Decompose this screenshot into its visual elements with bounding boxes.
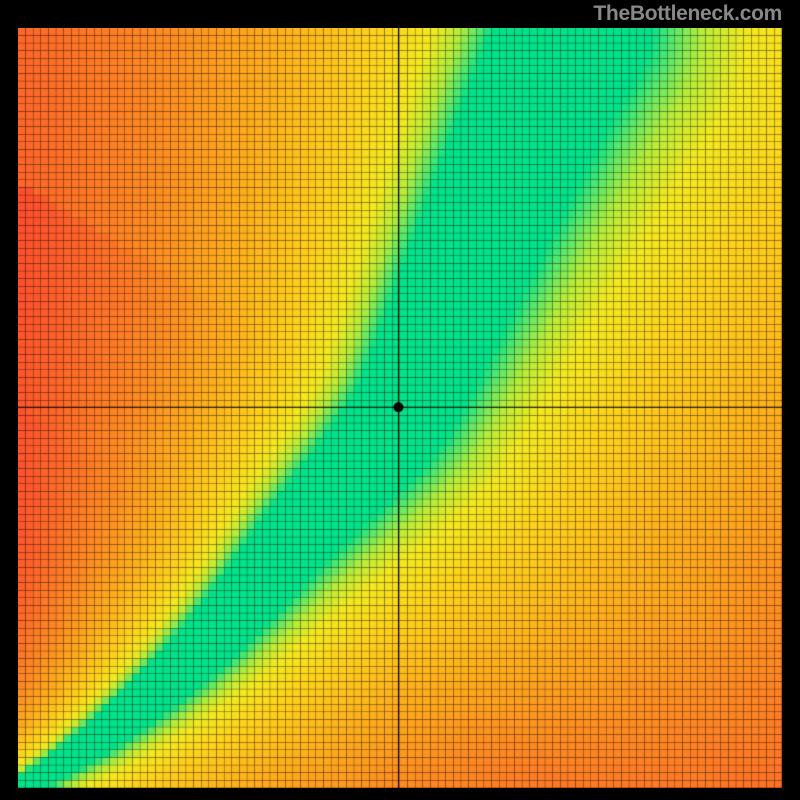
heatmap-canvas xyxy=(18,28,782,788)
chart-container: { "watermark": { "text": "TheBottleneck.… xyxy=(0,0,800,800)
watermark-text: TheBottleneck.com xyxy=(593,2,782,26)
